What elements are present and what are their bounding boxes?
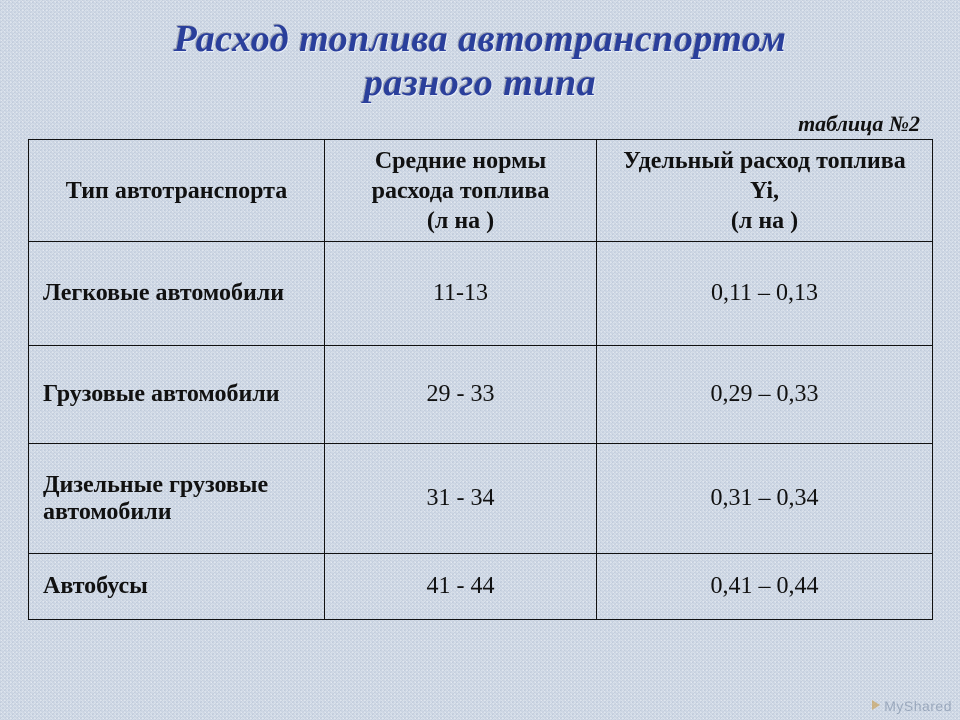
- table-row: Грузовые автомобили 29 - 33 0,29 – 0,33: [29, 346, 933, 444]
- cell-norm: 31 - 34: [325, 444, 597, 554]
- play-icon: [872, 700, 880, 710]
- cell-type: Дизельные грузовые автомобили: [29, 444, 325, 554]
- title-line-2: разного типа: [364, 62, 596, 104]
- col-header-type: Тип автотранспорта: [29, 140, 325, 242]
- table-caption: таблица №2: [28, 111, 932, 137]
- cell-type: Легковые автомобили: [29, 242, 325, 346]
- col-header-specific: Удельный расход топлива Yi,(л на ): [597, 140, 933, 242]
- cell-specific: 0,29 – 0,33: [597, 346, 933, 444]
- cell-type: Автобусы: [29, 554, 325, 620]
- table-header-row: Тип автотранспорта Средние нормы расхода…: [29, 140, 933, 242]
- cell-specific: 0,41 – 0,44: [597, 554, 933, 620]
- title-line-1: Расход топлива автотранспортом: [174, 18, 787, 60]
- watermark: MyShared: [872, 698, 952, 714]
- fuel-table: Тип автотранспорта Средние нормы расхода…: [28, 139, 933, 620]
- table-row: Дизельные грузовые автомобили 31 - 34 0,…: [29, 444, 933, 554]
- cell-specific: 0,31 – 0,34: [597, 444, 933, 554]
- table-row: Автобусы 41 - 44 0,41 – 0,44: [29, 554, 933, 620]
- watermark-text: MyShared: [884, 698, 952, 714]
- cell-norm: 41 - 44: [325, 554, 597, 620]
- col-header-norm: Средние нормы расхода топлива(л на ): [325, 140, 597, 242]
- slide: Расход топлива автотранспортом разного т…: [0, 0, 960, 720]
- cell-type: Грузовые автомобили: [29, 346, 325, 444]
- cell-norm: 11-13: [325, 242, 597, 346]
- cell-specific: 0,11 – 0,13: [597, 242, 933, 346]
- table-body: Легковые автомобили 11-13 0,11 – 0,13 Гр…: [29, 242, 933, 620]
- cell-norm: 29 - 33: [325, 346, 597, 444]
- table-row: Легковые автомобили 11-13 0,11 – 0,13: [29, 242, 933, 346]
- page-title: Расход топлива автотранспортом разного т…: [28, 18, 932, 105]
